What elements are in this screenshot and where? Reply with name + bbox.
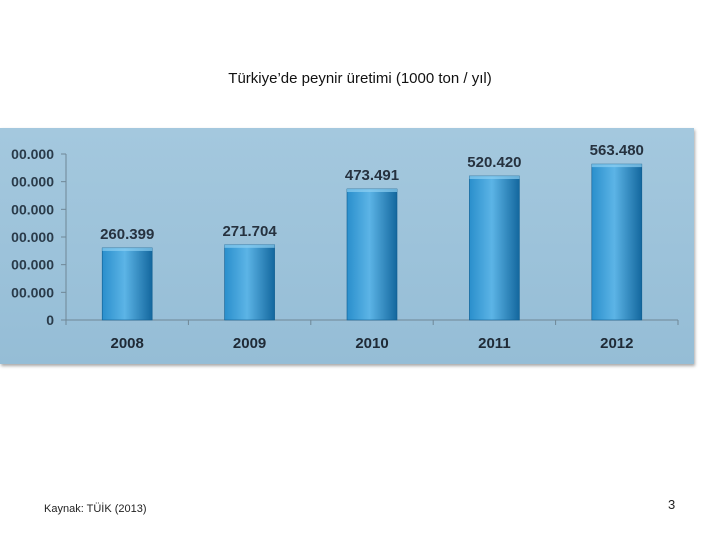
y-tick-label-4: 00.000: [11, 201, 54, 217]
y-tick-label-0: 0: [46, 312, 54, 328]
category-label-2009: 2009: [233, 335, 266, 352]
bar-2010: [346, 188, 398, 321]
category-label-2011: 2011: [478, 335, 511, 352]
bar-top-2008: [102, 247, 153, 251]
bar-2009: [224, 244, 275, 321]
bar-top-2011: [469, 176, 520, 180]
bar-2008: [101, 247, 153, 321]
page-number: 3: [668, 497, 676, 512]
data-label-2009: 271.704: [222, 223, 277, 240]
bar-2011: [469, 175, 520, 321]
category-label-2010: 2010: [355, 335, 388, 352]
bar-top-2010: [347, 189, 397, 193]
bar-top-2009: [224, 244, 275, 248]
axis-layer: 0 00.000 00.000 00.000 00.000 00.000 00.000: [11, 146, 679, 328]
data-label-2008: 260.399: [100, 226, 154, 243]
data-label-2010: 473.491: [345, 167, 399, 184]
data-label-2011: 520.420: [467, 154, 521, 171]
source-note: Kaynak: TÜİK (2013): [44, 503, 147, 515]
y-tick-label-2: 00.000: [11, 257, 54, 273]
category-label-2012: 2012: [600, 335, 633, 352]
bar-top-2012: [591, 164, 642, 168]
data-label-2012: 563.480: [590, 142, 644, 159]
y-tick-label-1: 00.000: [11, 284, 54, 300]
category-label-2008: 2008: [111, 335, 144, 352]
bar-2012: [591, 163, 643, 321]
bar-chart: 0 00.000 00.000 00.000 00.000 00.000 00.000 26…: [11, 142, 679, 352]
y-tick-label-3: 00.000: [11, 229, 54, 245]
label-layer: 260.399 2008 271.704 2009 473.491 2010 520.420…: [100, 142, 644, 352]
slide-title: Türkiye’de peynir üretimi (1000 ton / yı…: [228, 70, 492, 87]
y-tick-label-6: 00.000: [11, 146, 54, 162]
chart-panel: 0 00.000 00.000 00.000 00.000 00.000 00.000 26…: [0, 128, 694, 364]
bar-layer: [101, 163, 643, 321]
y-tick-label-5: 00.000: [11, 174, 54, 190]
